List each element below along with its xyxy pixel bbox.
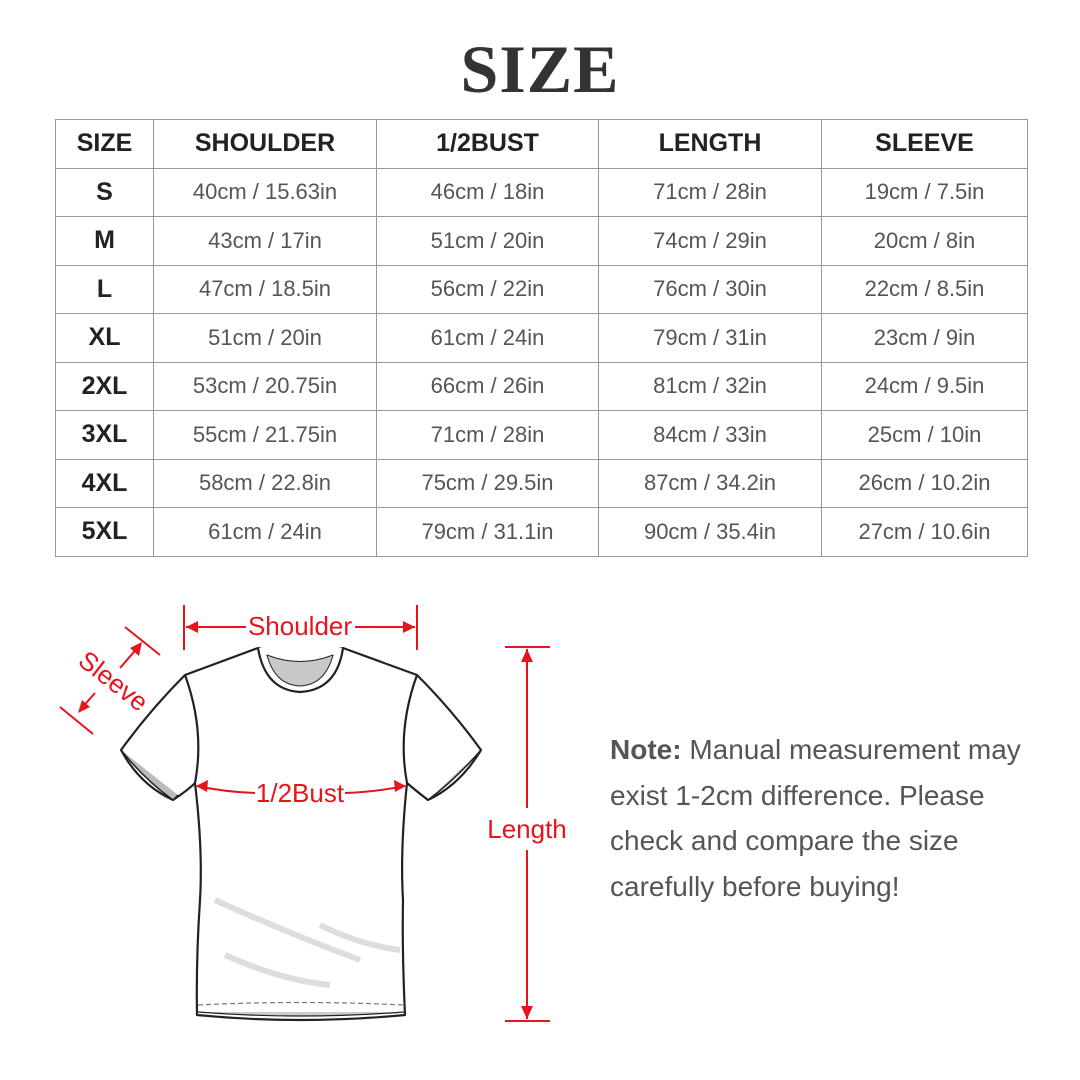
size-cell: 5XL — [55, 507, 154, 557]
measurement-cell: 53cm / 20.75in — [153, 361, 377, 411]
measurement-cell: 79cm / 31.1in — [376, 507, 599, 557]
size-cell: 3XL — [55, 410, 154, 460]
measurement-cell: 20cm / 8in — [821, 216, 1028, 266]
table-row: 4XL 58cm / 22.8in 75cm / 29.5in 87cm / 34.2… — [55, 458, 1028, 508]
measurement-cell: 74cm / 29in — [598, 216, 822, 266]
table-row: XL 51cm / 20in 61cm / 24in 79cm / 31in 23cm … — [55, 313, 1028, 363]
measurement-cell: 23cm / 9in — [821, 313, 1028, 363]
length-label: Length — [487, 814, 567, 844]
measurement-cell: 84cm / 33in — [598, 410, 822, 460]
table-row: 5XL 61cm / 24in 79cm / 31.1in 90cm / 35.4in… — [55, 507, 1028, 557]
note-body: Manual measurement may exist 1-2cm diffe… — [610, 734, 1021, 902]
header-sleeve: SLEEVE — [821, 119, 1028, 169]
table-row: S 40cm / 15.63in 46cm / 18in 71cm / 28in 19c… — [55, 167, 1028, 217]
measurement-cell: 56cm / 22in — [376, 264, 599, 314]
table-row: 3XL 55cm / 21.75in 71cm / 28in 84cm / 33in 2… — [55, 410, 1028, 460]
header-size: SIZE — [55, 119, 154, 169]
table-row: 2XL 53cm / 20.75in 66cm / 26in 81cm / 32in 2… — [55, 361, 1028, 411]
measurement-cell: 24cm / 9.5in — [821, 361, 1028, 411]
measurement-cell: 43cm / 17in — [153, 216, 377, 266]
size-cell: 2XL — [55, 361, 154, 411]
measurement-cell: 87cm / 34.2in — [598, 458, 822, 508]
note-text: Note: Manual measurement may exist 1-2cm… — [610, 727, 1040, 909]
bust-label: 1/2Bust — [256, 778, 345, 808]
measurement-cell: 47cm / 18.5in — [153, 264, 377, 314]
header-length: LENGTH — [598, 119, 822, 169]
measurement-cell: 90cm / 35.4in — [598, 507, 822, 557]
measurement-cell: 61cm / 24in — [376, 313, 599, 363]
measurement-cell: 19cm / 7.5in — [821, 167, 1028, 217]
size-table: SIZE SHOULDER 1/2BUST LENGTH SLEEVE S 40c… — [55, 119, 1028, 557]
measurement-cell: 51cm / 20in — [153, 313, 377, 363]
shoulder-label: Shoulder — [248, 611, 352, 641]
measurement-cell: 26cm / 10.2in — [821, 458, 1028, 508]
measurement-cell: 40cm / 15.63in — [153, 167, 377, 217]
measurement-cell: 58cm / 22.8in — [153, 458, 377, 508]
size-cell: M — [55, 216, 154, 266]
tshirt-icon — [119, 646, 483, 1022]
size-cell: S — [55, 167, 154, 217]
table-header-row: SIZE SHOULDER 1/2BUST LENGTH SLEEVE — [55, 119, 1028, 169]
table-row: L 47cm / 18.5in 56cm / 22in 76cm / 30in 22cm… — [55, 264, 1028, 314]
measurement-cell: 71cm / 28in — [376, 410, 599, 460]
measurement-cell: 25cm / 10in — [821, 410, 1028, 460]
table-row: M 43cm / 17in 51cm / 20in 74cm / 29in 20cm /… — [55, 216, 1028, 266]
measurement-cell: 22cm / 8.5in — [821, 264, 1028, 314]
measurement-cell: 51cm / 20in — [376, 216, 599, 266]
size-cell: L — [55, 264, 154, 314]
measurement-cell: 61cm / 24in — [153, 507, 377, 557]
note-label: Note: — [610, 734, 682, 765]
measurement-cell: 46cm / 18in — [376, 167, 599, 217]
size-cell: XL — [55, 313, 154, 363]
header-bust: 1/2BUST — [376, 119, 599, 169]
page-title: SIZE — [460, 31, 620, 107]
measurement-cell: 75cm / 29.5in — [376, 458, 599, 508]
measurement-cell: 27cm / 10.6in — [821, 507, 1028, 557]
